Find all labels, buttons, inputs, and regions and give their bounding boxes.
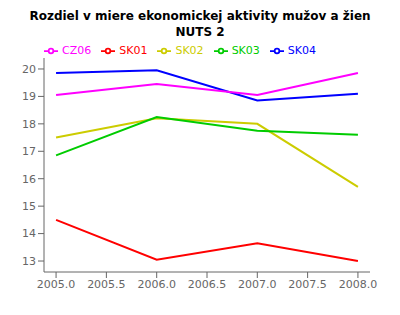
svg-text:13: 13 — [22, 255, 36, 268]
svg-text:2006.5: 2006.5 — [188, 278, 227, 291]
html-text:SK03: SK03 — [231, 44, 260, 57]
svg-text:2007.0: 2007.0 — [238, 278, 277, 291]
html-text:SK01: SK01 — [119, 44, 148, 57]
svg-text:18: 18 — [22, 118, 36, 131]
svg-text:2005.5: 2005.5 — [87, 278, 126, 291]
svg-text:17: 17 — [22, 145, 36, 158]
svg-text:14: 14 — [22, 227, 36, 240]
svg-text:19: 19 — [22, 90, 36, 103]
svg-text:15: 15 — [22, 200, 36, 213]
svg-text:2005.0: 2005.0 — [37, 278, 76, 291]
html-text:NUTS 2: NUTS 2 — [175, 25, 225, 39]
html-text:SK04: SK04 — [287, 44, 316, 57]
html-text:Rozdiel v miere ekonomickej ak: Rozdiel v miere ekonomickej aktivity muž… — [29, 9, 371, 23]
html-text:CZ06: CZ06 — [62, 44, 92, 57]
svg-text:20: 20 — [22, 63, 36, 76]
svg-text:2008.0: 2008.0 — [339, 278, 378, 291]
svg-text:16: 16 — [22, 173, 36, 186]
svg-text:2006.0: 2006.0 — [137, 278, 176, 291]
html-text:SK02: SK02 — [175, 44, 204, 57]
svg-text:2007.5: 2007.5 — [288, 278, 327, 291]
